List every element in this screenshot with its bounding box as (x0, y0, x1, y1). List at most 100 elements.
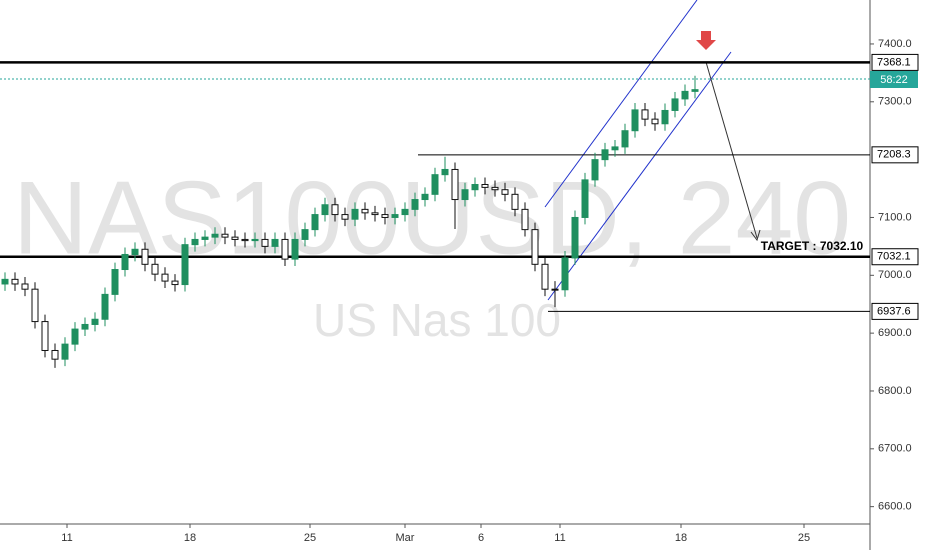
candle-body (541, 263, 549, 290)
candle-body (571, 216, 579, 259)
candle-body (581, 179, 589, 218)
candle-body (661, 109, 669, 125)
candle-body (221, 233, 229, 238)
target-arrow (705, 61, 758, 239)
candle-body (651, 118, 659, 125)
level-label: 6937.6 (877, 305, 911, 317)
y-tick-label: 7000.0 (878, 269, 912, 281)
candle-body (591, 159, 599, 181)
x-tick-label: Mar (396, 532, 415, 544)
candle-body (141, 248, 149, 265)
candle-body (151, 263, 159, 275)
candle-body (321, 204, 329, 216)
candle-body (411, 199, 419, 210)
candle-body (391, 214, 399, 218)
candle-body (231, 236, 239, 240)
candle-body (671, 98, 679, 111)
candle-body (291, 238, 299, 260)
candle-body (561, 257, 569, 291)
candle-body (341, 214, 349, 220)
candle-body (51, 349, 59, 360)
x-tick-label: 18 (184, 532, 196, 544)
candle-body (361, 208, 369, 214)
candle-body (211, 233, 219, 238)
candle-body (1, 278, 9, 285)
candle-body (511, 193, 519, 210)
channel-upper (544, 0, 698, 208)
candle-body (551, 288, 559, 291)
candle-body (71, 328, 79, 345)
x-tick-label: 25 (798, 532, 810, 544)
y-tick-label: 6800.0 (878, 385, 912, 397)
level-box (871, 302, 919, 320)
candle-body (301, 229, 309, 240)
candle-body (311, 214, 319, 231)
y-tick-label: 7300.0 (878, 96, 912, 108)
candle-body (481, 183, 489, 188)
candle-body (201, 236, 209, 240)
candle-body (531, 229, 539, 265)
candle-body (121, 253, 129, 271)
y-tick-label: 6900.0 (878, 327, 912, 339)
target-arrow-head (750, 229, 761, 242)
y-tick-label: 7100.0 (878, 211, 912, 223)
candle-body (471, 183, 479, 191)
candle-body (441, 168, 449, 176)
candle-body (61, 343, 69, 360)
candle-body (181, 244, 189, 286)
level-label: 7032.1 (877, 251, 911, 263)
candle-body (31, 288, 39, 323)
candle-body (131, 248, 139, 255)
candle-body (331, 204, 339, 216)
level-box (871, 53, 919, 71)
candle-body (101, 293, 109, 320)
candle-body (381, 214, 389, 218)
candle-body (401, 208, 409, 216)
candle-body (611, 146, 619, 151)
x-tick-label: 6 (478, 532, 484, 544)
channel-lower (547, 51, 732, 301)
candle-body (251, 238, 259, 242)
timer-box (870, 71, 918, 88)
candle-body (421, 193, 429, 201)
target-label: TARGET : 7032.10 (761, 239, 864, 253)
y-tick-label: 6700.0 (878, 443, 912, 455)
candle-body (41, 321, 49, 351)
candle-body (461, 189, 469, 201)
candle-body (431, 174, 439, 195)
candle-body (171, 280, 179, 286)
y-tick-label: 6600.0 (878, 501, 912, 513)
level-label: 7208.3 (877, 149, 911, 161)
candle-body (621, 130, 629, 148)
x-tick-label: 25 (304, 532, 316, 544)
candle-body (351, 208, 359, 220)
level-label: 7368.1 (877, 56, 911, 68)
candle-body (81, 323, 89, 330)
candle-body (371, 212, 379, 216)
candle-body (631, 109, 639, 132)
candle-body (91, 318, 99, 325)
candle-body (191, 238, 199, 246)
candle-body (111, 269, 119, 295)
sell-arrow (696, 31, 716, 50)
level-box (871, 146, 919, 164)
x-tick-label: 11 (61, 532, 72, 544)
candle-body (271, 238, 279, 247)
candle-body (161, 273, 169, 282)
candle-body (521, 208, 529, 231)
candle-body (261, 238, 269, 247)
level-box (871, 248, 919, 266)
candle-body (281, 238, 289, 260)
candle-body (491, 186, 499, 191)
timer-label: 58:22 (880, 74, 908, 86)
candle-body (21, 283, 29, 290)
candle-body (451, 168, 459, 201)
candle-body (11, 278, 19, 285)
x-tick-label: 11 (554, 532, 565, 544)
candle-body (681, 90, 689, 100)
watermark-subtitle: US Nas 100 (313, 294, 561, 346)
y-tick-label: 7400.0 (878, 38, 912, 50)
candle-body (691, 89, 699, 92)
candle-body (501, 189, 509, 195)
